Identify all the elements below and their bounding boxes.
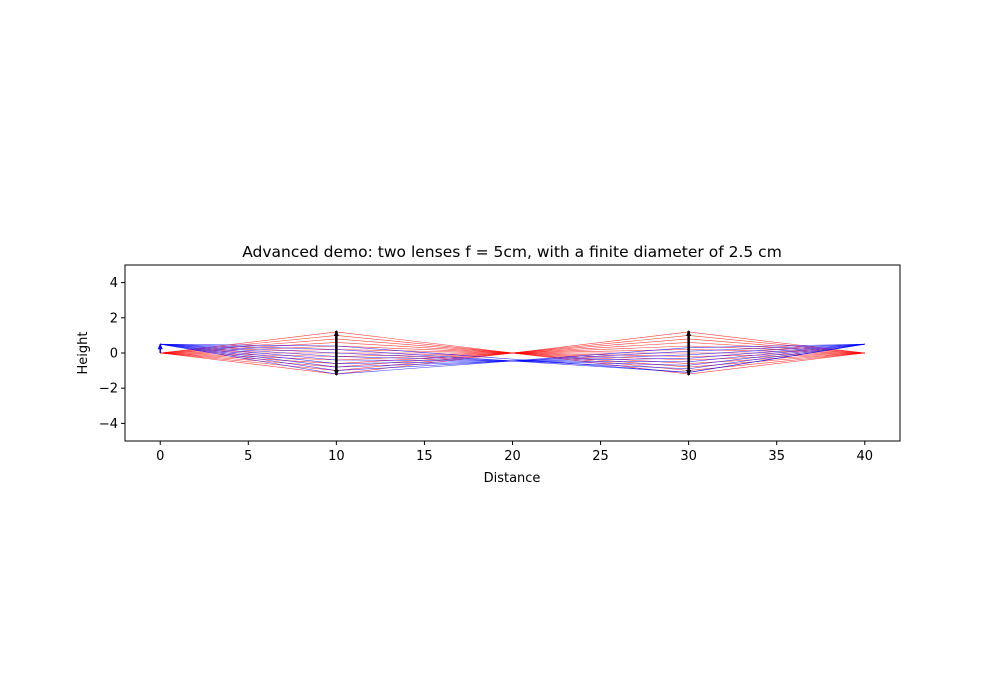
y-tick-label: 4	[110, 276, 118, 291]
x-tick-label: 5	[244, 449, 252, 464]
lens-bottom-arrowhead	[333, 370, 339, 376]
x-tick-label: 35	[768, 449, 785, 464]
x-tick-label: 15	[416, 449, 433, 464]
x-tick-label: 25	[592, 449, 609, 464]
x-axis-ticks: 0 5 10 15 20 25 30 35 40	[156, 441, 873, 464]
ray-line	[160, 343, 865, 373]
object-marker	[157, 343, 163, 353]
y-tick-label: −4	[99, 417, 118, 432]
lens-top-arrowhead	[686, 330, 692, 336]
y-tick-label: 2	[110, 311, 118, 326]
ray-line	[160, 331, 865, 375]
ray-line	[160, 343, 865, 370]
x-tick-label: 10	[328, 449, 345, 464]
chart-title: Advanced demo: two lenses f = 5cm, with …	[242, 243, 782, 261]
x-tick-label: 40	[856, 449, 873, 464]
x-tick-label: 0	[156, 449, 164, 464]
y-tick-label: −2	[99, 382, 118, 397]
object-arrowhead	[157, 343, 163, 350]
lens-top-arrowhead	[333, 330, 339, 336]
lens-markers	[333, 330, 692, 376]
y-axis-label: Height	[76, 332, 91, 375]
y-axis-ticks: 4 2 0 −2 −4	[99, 276, 125, 432]
ray-paths	[160, 331, 865, 375]
lens-bottom-arrowhead	[686, 370, 692, 376]
x-tick-label: 30	[680, 449, 697, 464]
y-tick-label: 0	[110, 347, 118, 362]
x-tick-label: 20	[504, 449, 521, 464]
x-axis-label: Distance	[484, 471, 541, 486]
